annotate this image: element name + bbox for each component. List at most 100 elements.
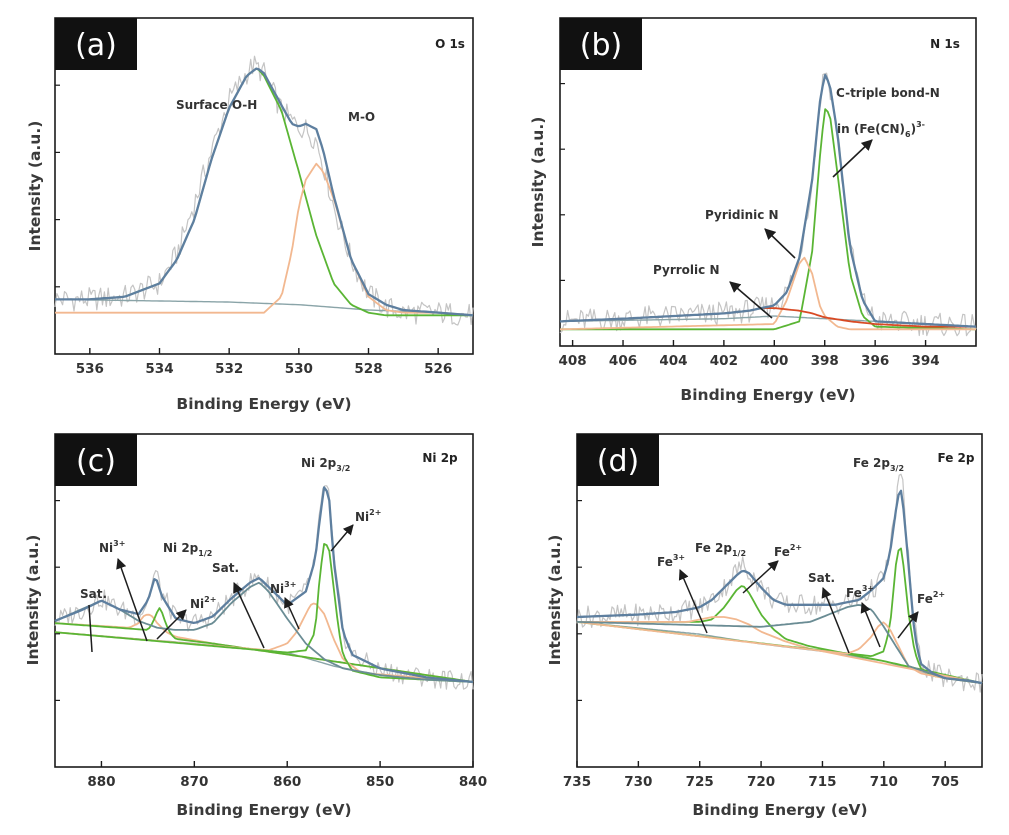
envelope-line <box>576 489 983 685</box>
annotation-ni3-1: Ni3+ <box>99 539 125 555</box>
fit-component-ni2-2p3-2- <box>54 543 474 683</box>
x-tick-label: 710 <box>870 774 898 790</box>
x-ticks: 408 406 404 402 400 398 396 394 <box>559 82 940 369</box>
fit-component-m-o <box>55 162 474 317</box>
annotation-c-triple-bond-n: C-triple bond-N <box>836 86 940 100</box>
annotation-m-o: M-O <box>348 110 375 124</box>
fit-component-sat- <box>576 604 983 684</box>
arrow-sat-2 <box>233 582 265 649</box>
pointer-sat-1 <box>88 604 93 653</box>
x-tick-label: 735 <box>563 774 591 790</box>
x-tick-label: 870 <box>180 774 208 790</box>
x-tick-label: 840 <box>459 774 487 790</box>
panel-c: 880 870 860 850 840 (c) Ni 2p Binding Energy… <box>24 433 487 819</box>
annotation-fe2-1: Fe2+ <box>774 543 802 559</box>
arrow-pyridinic-n <box>764 228 796 259</box>
y-axis-label: Intensity (a.u.) <box>529 117 547 248</box>
panel-label: (a) <box>75 28 117 63</box>
annotation-ni3-2: Ni3+ <box>270 580 296 596</box>
annotation-fe-2p32: Fe 2p3/2 <box>853 456 904 473</box>
arrow-ni3-1 <box>116 558 148 642</box>
arrow-fe3-2 <box>860 602 881 648</box>
annotation-fe3-2: Fe3+ <box>846 584 874 600</box>
x-tick-label: 880 <box>87 774 115 790</box>
arrow-fe2-1 <box>742 560 779 594</box>
plot-area <box>576 473 983 693</box>
annotation-ni2-1: Ni2+ <box>190 595 216 611</box>
x-tick-label: 398 <box>811 353 839 369</box>
panel-d: 735 730 725 720 715 710 705 (d) Fe 2p Binding … <box>546 433 983 819</box>
x-axis-label: Binding Energy (eV) <box>680 386 855 404</box>
panel-label: (b) <box>580 28 622 63</box>
plot-frame <box>54 17 474 355</box>
fit-component-ni2-2p1-2- <box>54 607 474 683</box>
panel-label-box <box>560 18 642 70</box>
annotation-sat-1: Sat. <box>80 587 107 601</box>
annotation-fe3-1: Fe3+ <box>657 553 685 569</box>
annotation-fe-cn: in (Fe(CN)6)3- <box>837 120 925 139</box>
annotation-sat-2: Sat. <box>212 561 239 575</box>
plot-area <box>54 55 474 326</box>
fit-component-sat- <box>54 581 474 683</box>
x-tick-label: 534 <box>145 361 173 377</box>
panel-b: 408 406 404 402 400 398 396 394 (b) N 1s Bindin… <box>529 17 977 404</box>
raw-spectrum <box>54 55 474 326</box>
arrow-ni3-2 <box>284 597 300 630</box>
annotation-ni-2p12: Ni 2p1/2 <box>163 541 212 558</box>
x-axis-label: Binding Energy (eV) <box>692 801 867 819</box>
x-tick-label: 406 <box>609 353 637 369</box>
raw-spectrum <box>559 72 977 337</box>
envelope-line <box>55 67 474 317</box>
panel-label-box <box>577 434 659 486</box>
x-tick-label: 530 <box>285 361 313 377</box>
fit-component-pyridinic-n <box>560 256 976 331</box>
panel-label-box <box>55 18 137 70</box>
x-tick-label: 850 <box>366 774 394 790</box>
panel-label: (c) <box>76 444 116 479</box>
arrow-pyrrolic-n <box>729 281 773 319</box>
envelope-line <box>54 486 474 684</box>
x-tick-label: 536 <box>76 361 104 377</box>
plot-area <box>54 485 474 690</box>
panel-label-box <box>55 434 137 486</box>
panel-label: (d) <box>597 444 639 479</box>
plot-frame <box>559 17 977 347</box>
x-tick-label: 526 <box>424 361 452 377</box>
annotation-fe2-2: Fe2+ <box>917 590 945 606</box>
x-tick-label: 400 <box>760 353 788 369</box>
plot-frame <box>54 433 474 768</box>
plot-area <box>559 72 977 337</box>
annotation-ni-2p32: Ni 2p3/2 <box>301 456 350 473</box>
x-tick-label: 532 <box>215 361 243 377</box>
annotation-ni2-2: Ni2+ <box>355 508 381 524</box>
y-axis-label: Intensity (a.u.) <box>26 121 44 252</box>
annotation-pyrrolic-n: Pyrrolic N <box>653 263 719 277</box>
x-tick-label: 408 <box>559 353 587 369</box>
corner-label: O 1s <box>435 37 465 51</box>
x-ticks: 536 534 532 530 528 526 <box>55 84 452 377</box>
annotation-fe-2p12: Fe 2p1/2 <box>695 541 746 558</box>
x-tick-label: 730 <box>624 774 652 790</box>
corner-label: N 1s <box>930 37 960 51</box>
raw-spectrum <box>576 473 983 693</box>
arrow-ni2-1 <box>156 609 187 640</box>
x-tick-label: 404 <box>659 353 687 369</box>
arrow-ni2-2 <box>330 524 354 552</box>
fit-component-surface-o-h <box>55 67 473 317</box>
annotation-sat: Sat. <box>808 571 835 585</box>
x-tick-label: 402 <box>710 353 738 369</box>
panel-a: 536 534 532 530 528 526 (a) O 1s Binding Ener… <box>26 17 474 413</box>
annotation-pyridinic-n: Pyridinic N <box>705 208 779 222</box>
arrow-fe2-2 <box>897 611 919 639</box>
arrow-c-triple-bond-n <box>832 139 873 178</box>
x-axis-label: Binding Energy (eV) <box>176 395 351 413</box>
x-axis-label: Binding Energy (eV) <box>176 801 351 819</box>
corner-label: Fe 2p <box>938 451 975 465</box>
corner-label: Ni 2p <box>422 451 458 465</box>
x-ticks: 735 730 725 720 715 710 705 <box>563 500 959 790</box>
envelope-line <box>559 73 977 328</box>
x-tick-label: 396 <box>861 353 889 369</box>
y-axis-label: Intensity (a.u.) <box>546 535 564 666</box>
plot-frame <box>576 433 983 768</box>
